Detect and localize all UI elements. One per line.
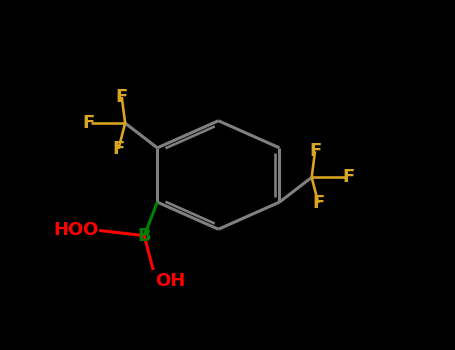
Text: F: F xyxy=(116,88,128,106)
Text: B: B xyxy=(137,227,151,245)
Text: OH: OH xyxy=(156,272,186,290)
Text: F: F xyxy=(312,194,324,212)
Text: F: F xyxy=(342,168,354,187)
Text: HO: HO xyxy=(53,222,83,239)
Text: F: F xyxy=(309,142,321,160)
Text: F: F xyxy=(112,140,125,158)
Text: O: O xyxy=(82,222,97,239)
Text: F: F xyxy=(83,114,95,132)
